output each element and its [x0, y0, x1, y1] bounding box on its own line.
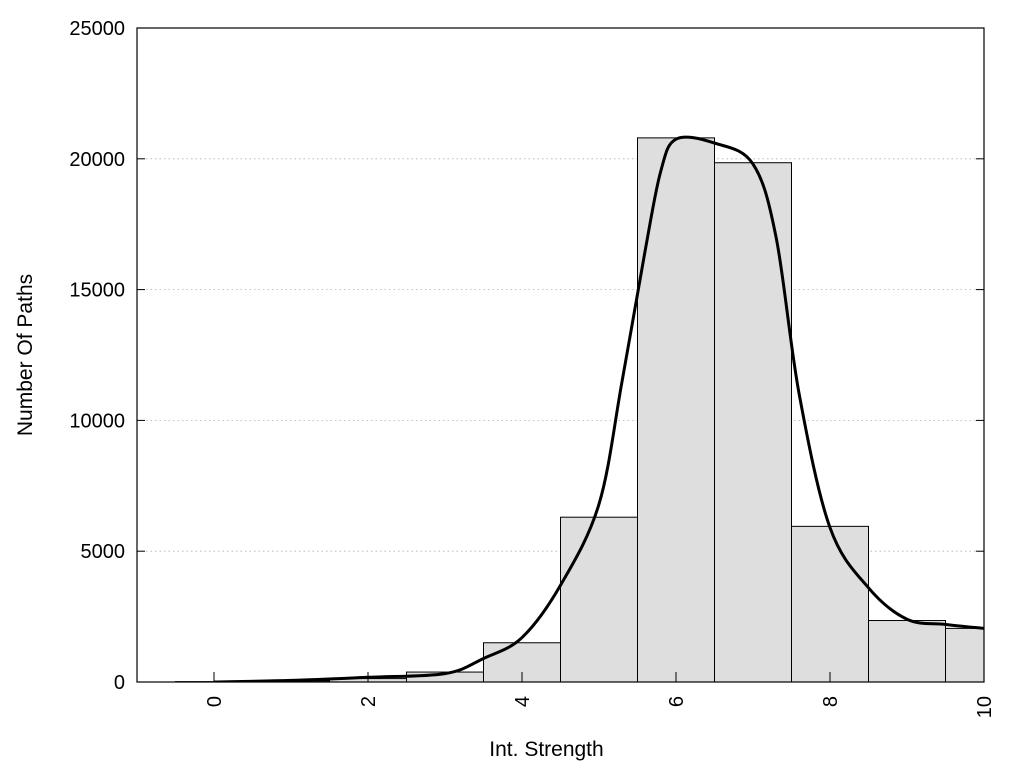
x-tick-label: 4	[512, 696, 534, 707]
y-tick-label: 0	[114, 672, 125, 694]
x-tick-label: 0	[204, 696, 226, 707]
bars-group	[176, 138, 1023, 682]
histogram-bar	[561, 517, 638, 682]
y-axis-title: Number Of Paths	[14, 274, 37, 436]
x-tick-label: 6	[666, 696, 688, 707]
x-axis-title: Int. Strength	[489, 738, 603, 761]
histogram-bar	[792, 526, 869, 682]
histogram-bar	[869, 621, 946, 682]
y-tick-label: 25000	[69, 18, 125, 40]
histogram-bar	[638, 138, 715, 682]
y-tick-label: 20000	[69, 149, 125, 171]
y-tick-label: 5000	[81, 541, 126, 563]
histogram-bar	[715, 163, 792, 682]
x-tick-label: 8	[820, 696, 842, 707]
y-tick-label: 15000	[69, 280, 125, 302]
y-tick-label: 10000	[69, 410, 125, 432]
grid-lines	[137, 159, 984, 551]
x-tick-label: 10	[974, 696, 996, 718]
x-tick-label: 2	[358, 696, 380, 707]
